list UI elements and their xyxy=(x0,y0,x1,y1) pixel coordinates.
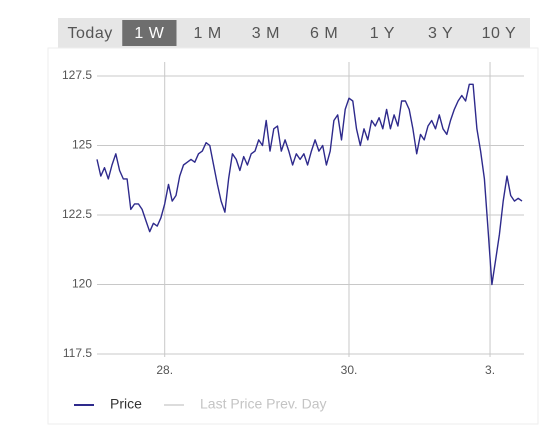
range-button-selected[interactable] xyxy=(122,20,177,46)
price-line xyxy=(96,83,523,286)
chart-panel xyxy=(47,47,539,425)
y-tick-label: 127.5 xyxy=(62,68,92,82)
y-tick-label: 117.5 xyxy=(63,346,92,360)
range-button[interactable]: 1 Y xyxy=(370,25,395,42)
range-button[interactable]: 10 Y xyxy=(482,25,517,42)
y-tick-label: 120 xyxy=(72,277,92,291)
range-button[interactable]: Today xyxy=(68,25,113,42)
y-tick-label: 125 xyxy=(72,138,92,152)
range-button[interactable]: 1 W xyxy=(134,25,164,42)
range-button[interactable]: 6 M xyxy=(310,25,338,42)
range-button[interactable]: 3 Y xyxy=(428,25,453,42)
y-tick-label: 122.5 xyxy=(62,207,92,221)
x-tick-label: 3. xyxy=(485,363,495,377)
legend-label[interactable]: Last Price Prev. Day xyxy=(200,396,327,412)
range-button[interactable]: 1 M xyxy=(194,25,222,42)
range-button[interactable]: 3 M xyxy=(252,25,280,42)
legend-label[interactable]: Price xyxy=(110,396,142,412)
x-tick-label: 30. xyxy=(341,363,358,377)
x-tick-label: 28. xyxy=(156,363,173,377)
